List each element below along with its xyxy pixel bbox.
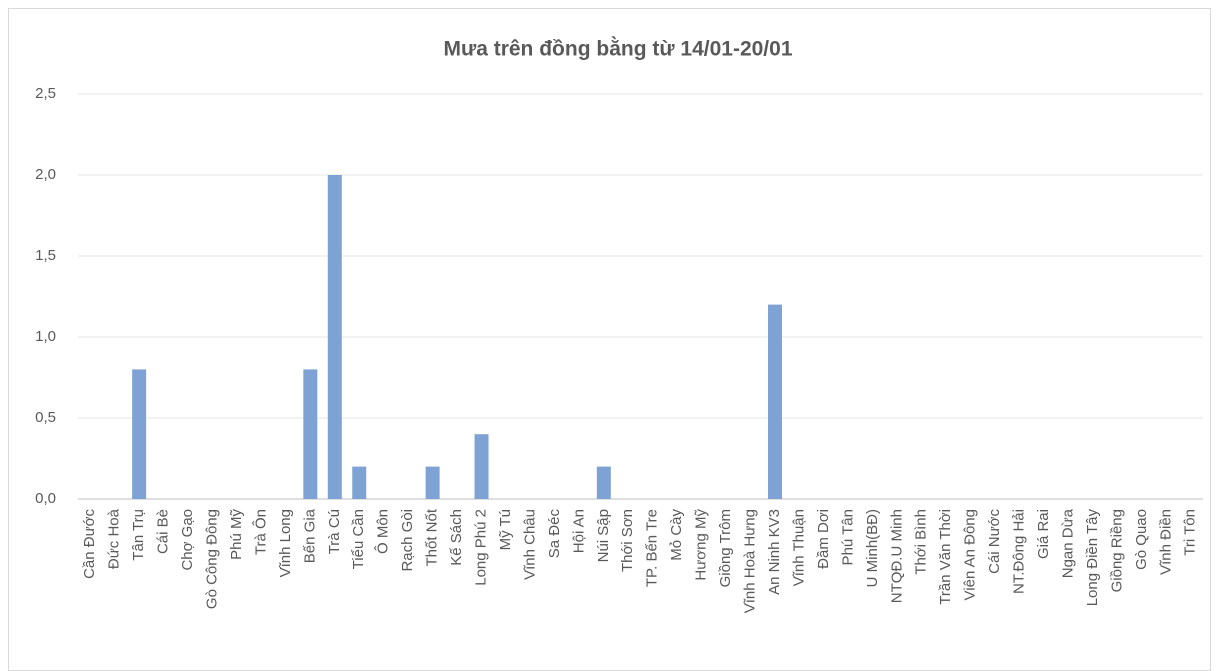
x-tick-label: Thốt Nốt [424,508,441,566]
x-tick-label: Vĩnh Châu [521,509,538,580]
x-tick-label: Giồng Trôm [717,509,734,587]
x-tick-label: Vĩnh Thuận [790,509,807,586]
x-tick-label: Phú Mỹ [228,509,245,560]
x-tick-label: Vĩnh Long [277,509,294,577]
x-tick-label: Kế Sách [448,509,465,566]
x-tick-label: Núi Sập [595,509,612,562]
x-tick-label: NT.Đông Hải [1011,509,1028,594]
x-tick-label: Phú Tân [839,509,856,565]
bar [132,369,147,499]
x-tick-label: Thới Sơn [619,509,636,572]
y-tick-label: 1,0 [35,328,56,345]
x-tick-label: Đức Hoà [106,508,123,569]
y-tick-label: 1,5 [35,247,56,264]
x-tick-label: U Minh(BĐ) [864,509,881,587]
x-tick-label: Thới Bình [913,509,930,575]
y-tick-label: 2,5 [35,85,56,102]
y-tick-label: 0,0 [35,490,56,507]
chart-title: Mưa trên đồng bằng từ 14/01-20/01 [444,37,793,61]
bar [303,369,318,499]
x-tick-label: Trà Ôn [252,509,269,555]
x-tick-label: Gò Quao [1133,509,1150,570]
x-tick-label: Long Điền Tây [1084,509,1101,607]
x-tick-label: Ô Môn [375,509,392,554]
x-tick-label: Bến Gia [301,508,318,563]
x-tick-label: Rạch Gòi [399,509,416,572]
x-tick-label: Đầm Dơi [815,509,832,569]
x-tick-label: Vĩnh Hoà Hưng [742,509,759,613]
x-tick-label: Giá Rai [1035,509,1052,559]
x-tick-label: Giồng Riềng [1108,509,1125,592]
x-tick-label: Mỏ Cày [668,509,685,561]
x-tick-label: Hội An [570,509,587,553]
y-tick-label: 2,0 [35,166,56,183]
x-tick-label: Gò Công Đông [203,509,220,609]
x-tick-label: Long Phú 2 [473,509,490,586]
x-tick-label: Ngan Dừa [1059,508,1076,578]
x-tick-label: Viên An Đông [962,509,979,600]
x-tick-label: Tân Trụ [130,509,147,561]
x-tick-label: An Ninh KV3 [766,509,783,595]
x-tick-label: Cần Đước [81,509,98,579]
bar [352,466,367,499]
chart-border [8,8,1211,671]
x-tick-label: TP. Bến Tre [644,509,661,587]
x-tick-label: NTQĐ.U Minh [888,509,905,603]
x-tick-label: Vĩnh Điền [1157,509,1174,575]
x-tick-label: Trần Văn Thời [937,509,954,605]
x-tick-label: Chợ Gạo [179,509,196,571]
x-tick-label: Mỹ Tú [497,509,514,550]
x-tick-label: Hương Mỹ [693,509,710,581]
bar [425,466,440,499]
x-tick-label: Tri Tôn [1182,509,1199,556]
x-tick-label: Sa Đéc [546,509,563,559]
x-tick-label: Cái Nước [986,509,1003,574]
x-tick-label: Tiểu Cần [350,509,367,569]
y-tick-label: 0,5 [35,409,56,426]
bar [474,434,489,499]
x-tick-label: Cái Bè [155,509,172,554]
bar [327,175,342,499]
bar [768,304,783,499]
x-tick-label: Trà Cú [326,509,343,554]
bar [596,466,611,499]
